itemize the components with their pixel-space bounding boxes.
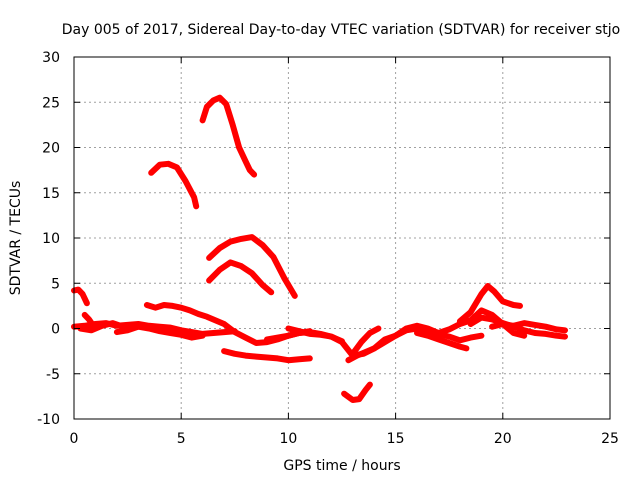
series-arc-5 (113, 323, 206, 341)
series-arc-20 (489, 320, 568, 334)
grid (74, 57, 610, 419)
y-tick-label: -5 (46, 367, 60, 383)
y-tick-label: 0 (51, 322, 60, 338)
x-tick-label: 20 (494, 431, 512, 447)
series-arc-10 (206, 259, 275, 296)
x-tick-label: 25 (601, 431, 619, 447)
y-tick-label: 20 (42, 141, 60, 157)
y-tick-label: 25 (42, 95, 60, 111)
x-tick-label: 5 (177, 431, 186, 447)
y-tick-label: 30 (42, 50, 60, 66)
x-axis-title: GPS time / hours (283, 458, 400, 474)
y-tick-label: 15 (42, 186, 60, 202)
series-arc-16 (414, 330, 470, 352)
series-arc-13 (285, 325, 345, 345)
x-tick-label: 0 (70, 431, 79, 447)
y-tick-label: 10 (42, 231, 60, 247)
series-group (71, 94, 568, 403)
x-tick-label: 10 (279, 431, 297, 447)
y-axis-title: SDTVAR / TECUs (8, 181, 24, 296)
series-arc-15 (349, 325, 382, 357)
chart-title: Day 005 of 2017, Sidereal Day-to-day VTE… (62, 22, 620, 38)
series-arc-11 (221, 348, 313, 364)
series-arc-17 (341, 381, 373, 403)
series-arc-18 (456, 283, 523, 325)
y-tick-label: 5 (51, 276, 60, 292)
y-tick-label: -10 (37, 412, 60, 428)
series-arc-7 (148, 160, 200, 210)
series-arc-14 (345, 307, 528, 364)
series-arc-1 (71, 286, 90, 307)
series-arc-19 (467, 314, 568, 340)
axis-ticks: 0 5 10 15 20 25 -10 -5 0 5 10 15 20 25 30 (37, 50, 619, 447)
series-arc-9 (206, 234, 298, 299)
series-arc-8 (199, 94, 258, 178)
series-arc-4 (81, 311, 97, 329)
x-tick-label: 15 (387, 431, 405, 447)
series-arc-3 (77, 320, 127, 334)
